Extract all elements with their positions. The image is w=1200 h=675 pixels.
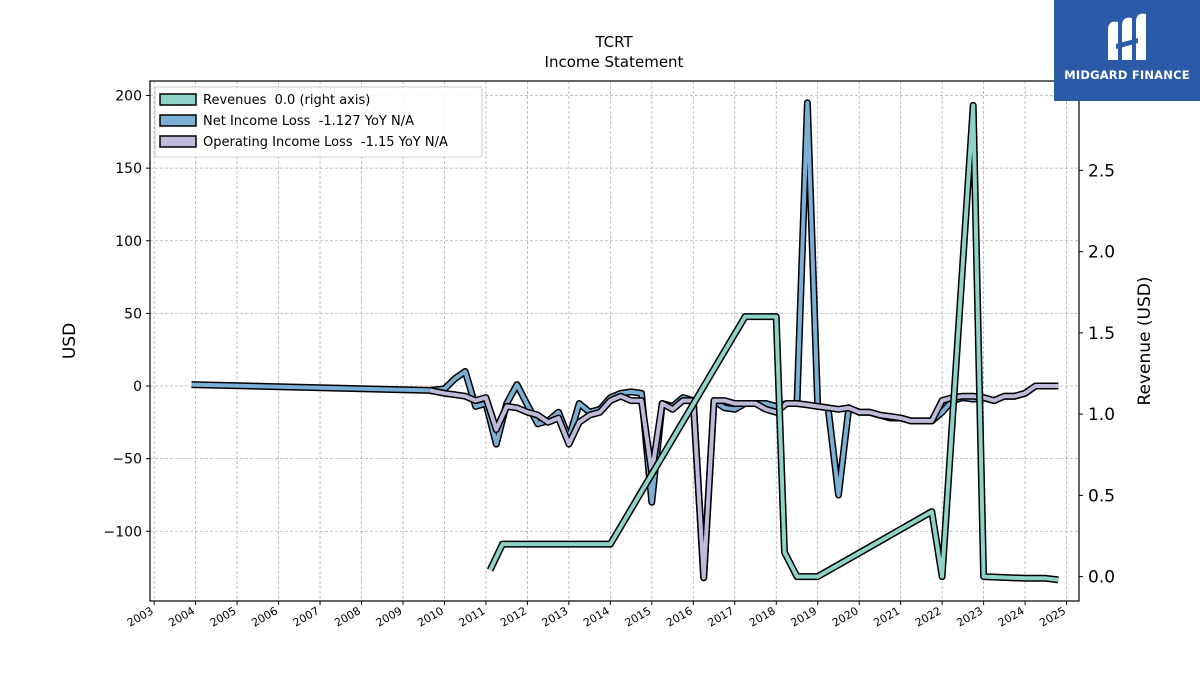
series-line: [488, 103, 1059, 582]
legend-label-net-income: Net Income Loss -1.127 YoY N/A: [203, 114, 414, 129]
series-outline: [191, 99, 1059, 582]
chart-legend: Revenues 0.0 (right axis) Net Income Los…: [154, 86, 483, 158]
y-left-tick-label: 100: [115, 234, 142, 250]
x-tick-label: 2004: [166, 604, 197, 629]
x-tick-label: 2014: [581, 604, 612, 629]
x-tick-label: 2017: [706, 604, 737, 629]
grid-lines: [150, 81, 1079, 601]
y-right-tick-label: 2.5: [1088, 161, 1115, 181]
x-tick-label: 2006: [249, 604, 280, 629]
legend-frame: [154, 86, 483, 158]
chart-title: TCRT: [594, 33, 633, 51]
y-axis-right-label: Revenue (USD): [1135, 276, 1155, 405]
x-tick-label: 2025: [1037, 604, 1068, 629]
y-left-tick-label: 50: [124, 306, 142, 322]
y-right-tick-label: 2.0: [1088, 243, 1115, 263]
x-tick-label: 2011: [457, 604, 488, 629]
x-tick-label: 2013: [540, 604, 571, 629]
y-left-tick-label: 200: [115, 89, 142, 105]
series-2: [429, 382, 1059, 582]
x-tick-label: 2024: [996, 604, 1027, 629]
x-tick-label: 2007: [291, 604, 322, 629]
y-left-tick-label: 0: [133, 379, 142, 395]
x-tick-label: 2016: [664, 604, 695, 629]
legend-swatch-operating-income: [159, 135, 197, 148]
x-tick-label: 2015: [623, 604, 654, 629]
x-tick-label: 2020: [830, 604, 861, 629]
y-right-tick-label: 1.5: [1088, 324, 1115, 344]
chart-subtitle: Income Statement: [545, 53, 684, 71]
series-0: [486, 101, 1059, 584]
series-1: [191, 99, 1059, 582]
legend-swatch-revenues: [159, 93, 197, 106]
x-tick-label: 2021: [871, 604, 902, 629]
x-axis-ticks: 2003 2004 2005 2006 2007 2008 2009 2010 2011 2012…: [125, 601, 1068, 630]
legend-label-revenues: Revenues 0.0 (right axis): [203, 93, 370, 108]
series-line: [191, 100, 1059, 580]
x-tick-label: 2019: [788, 604, 819, 629]
legend-swatch-net-income: [159, 114, 197, 127]
y-left-tick-label: 150: [115, 161, 142, 177]
y-axis-left-ticks: −100 −50 0 50 100 150 200: [104, 89, 150, 540]
series-lines: [191, 99, 1059, 584]
x-tick-label: 2023: [954, 604, 985, 629]
legend-label-operating-income: Operating Income Loss -1.15 YoY N/A: [203, 135, 448, 150]
series-line: [429, 384, 1059, 580]
x-tick-label: 2005: [208, 604, 239, 629]
x-tick-label: 2022: [913, 604, 944, 629]
plot-area-frame: [149, 80, 1080, 602]
y-right-tick-label: 0.5: [1088, 486, 1115, 506]
midgard-m-logo-icon: [1108, 13, 1146, 60]
y-left-tick-label: −50: [112, 452, 142, 468]
y-right-tick-label: 1.0: [1088, 405, 1115, 425]
midgard-finance-logo: MIDGARD FINANCE: [1054, 0, 1200, 101]
brand-name: MIDGARD FINANCE: [1064, 68, 1190, 82]
series-outline: [429, 382, 1059, 582]
y-axis-left-label: USD: [60, 323, 80, 359]
x-tick-label: 2010: [415, 604, 446, 629]
x-tick-label: 2003: [125, 604, 156, 629]
y-axis-right-ticks: 0.0 0.5 1.0 1.5 2.0 2.5: [1079, 161, 1115, 588]
y-left-tick-label: −100: [104, 524, 142, 540]
x-tick-label: 2012: [498, 604, 529, 629]
x-tick-label: 2018: [747, 604, 778, 629]
y-right-tick-label: 0.0: [1088, 568, 1115, 588]
x-tick-label: 2008: [332, 604, 363, 629]
x-tick-label: 2009: [374, 604, 405, 629]
